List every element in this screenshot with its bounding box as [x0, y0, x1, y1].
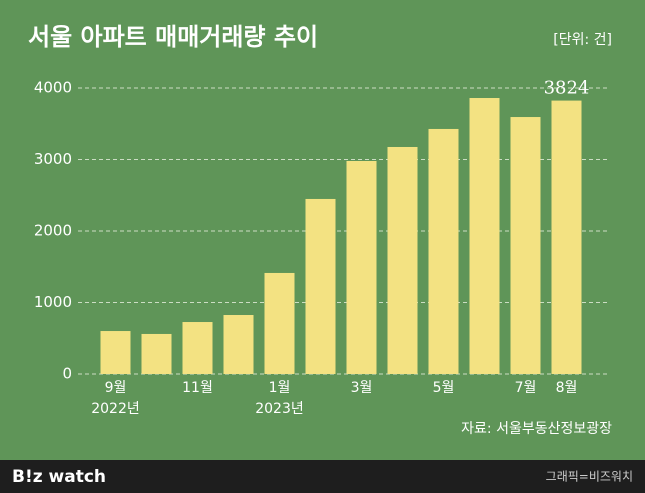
- bar: [264, 272, 295, 374]
- x-tick-label: 3월: [351, 380, 373, 396]
- x-year-label: 2023년: [255, 401, 304, 417]
- x-tick-label: 11월: [182, 380, 213, 396]
- value-label: 3824: [544, 78, 590, 99]
- x-tick-label: 5월: [433, 380, 455, 396]
- bar: [428, 128, 459, 374]
- unit-label: [단위: 건]: [553, 32, 612, 48]
- y-tick-label: 0: [62, 365, 72, 383]
- y-tick-label: 1000: [34, 293, 72, 311]
- bar: [346, 161, 377, 374]
- bar: [551, 100, 582, 375]
- bar: [223, 315, 254, 374]
- bar: [100, 331, 131, 374]
- bar: [387, 146, 418, 374]
- bar: [510, 117, 541, 375]
- y-tick-label: 3000: [34, 150, 72, 168]
- credit: 그래픽=비즈워치: [546, 470, 633, 484]
- x-tick-label: 8월: [556, 380, 578, 396]
- y-tick-label: 4000: [34, 79, 72, 97]
- bar: [182, 322, 213, 374]
- x-tick-label: 1월: [269, 380, 291, 396]
- x-tick-label: 9월: [105, 380, 127, 396]
- x-year-label: 2022년: [91, 401, 140, 417]
- y-tick-label: 2000: [34, 222, 72, 240]
- bar: [469, 98, 500, 374]
- bar: [305, 198, 336, 374]
- source: 자료: 서울부동산정보광장: [461, 421, 612, 437]
- chart-title: 서울 아파트 매매거래량 추이: [28, 23, 318, 51]
- logo: B!z watch: [12, 467, 106, 487]
- bar: [141, 333, 172, 374]
- x-tick-label: 7월: [515, 380, 537, 396]
- footer-bar: [0, 460, 645, 493]
